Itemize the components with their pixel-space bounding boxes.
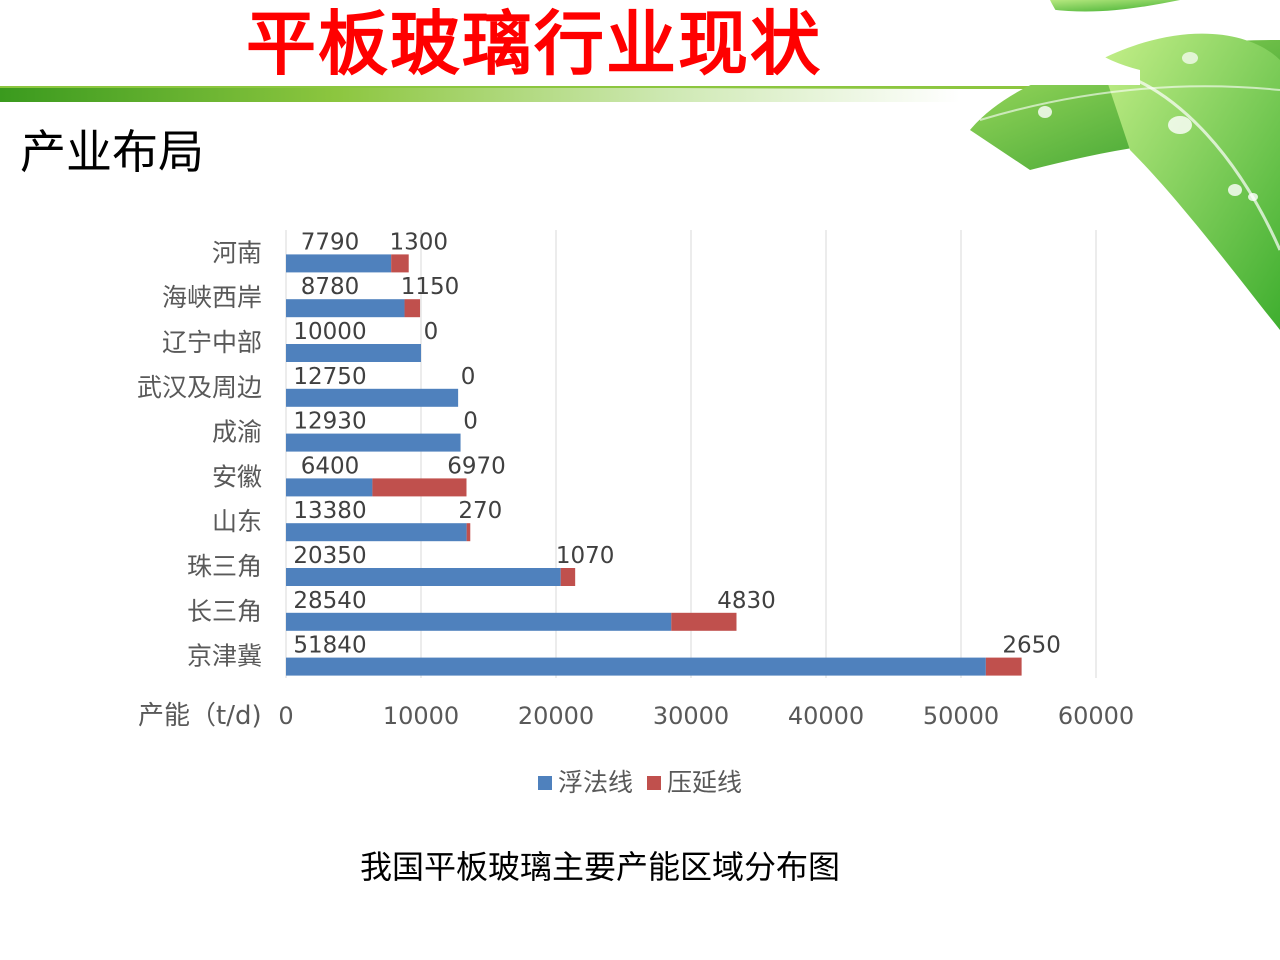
data-label: 28540 bbox=[293, 588, 366, 614]
category-label: 安徽 bbox=[212, 462, 262, 491]
data-label: 1150 bbox=[401, 274, 460, 300]
bar-segment bbox=[286, 523, 467, 542]
data-label: 13380 bbox=[293, 498, 366, 524]
x-tick-label: 10000 bbox=[383, 702, 459, 730]
data-label: 6400 bbox=[301, 453, 360, 479]
x-tick-label: 50000 bbox=[923, 702, 999, 730]
bar-segment bbox=[286, 568, 561, 586]
x-tick-label: 60000 bbox=[1058, 702, 1134, 730]
data-label: 1070 bbox=[556, 543, 615, 569]
bar-segment bbox=[286, 388, 459, 407]
data-label: 2650 bbox=[1002, 633, 1061, 659]
data-label: 6970 bbox=[447, 453, 506, 479]
data-label: 10000 bbox=[293, 319, 366, 345]
slide-title: 平板玻璃行业现状 bbox=[246, 2, 822, 85]
legend-label-rolled: 压延线 bbox=[667, 768, 743, 797]
bar-segment bbox=[286, 612, 672, 631]
category-label: 海峡西岸 bbox=[162, 283, 262, 312]
data-label: 20350 bbox=[293, 543, 366, 569]
header-rule bbox=[0, 88, 960, 102]
data-label: 8780 bbox=[301, 274, 360, 300]
category-label: 长三角 bbox=[187, 597, 262, 626]
bar-segment bbox=[372, 478, 467, 497]
x-tick-label: 0 bbox=[278, 702, 293, 730]
data-label: 7790 bbox=[301, 229, 360, 255]
section-title: 产业布局 bbox=[20, 125, 204, 179]
legend-label-float: 浮法线 bbox=[558, 768, 634, 797]
leaf-decoration bbox=[880, 0, 1280, 331]
category-label: 辽宁中部 bbox=[162, 328, 262, 357]
legend-swatch-float bbox=[538, 776, 552, 790]
figure-caption: 我国平板玻璃主要产能区域分布图 bbox=[359, 848, 840, 886]
data-label: 51840 bbox=[293, 633, 366, 659]
category-label: 河南 bbox=[212, 238, 262, 267]
bar-segment bbox=[391, 254, 409, 273]
legend-item-float: 浮法线 bbox=[538, 768, 633, 798]
data-label: 1300 bbox=[389, 229, 448, 255]
x-axis-label: 产能（t/d) bbox=[138, 701, 262, 731]
bar-segment bbox=[286, 478, 373, 497]
category-label: 珠三角 bbox=[187, 552, 262, 581]
data-label: 12930 bbox=[293, 409, 366, 435]
bar-segment bbox=[286, 657, 986, 676]
bar-segment bbox=[404, 299, 421, 318]
bar-segment bbox=[286, 299, 405, 318]
data-label: 12750 bbox=[293, 364, 366, 390]
data-label: 0 bbox=[461, 364, 476, 390]
legend-item-rolled: 压延线 bbox=[647, 768, 742, 798]
category-label: 成渝 bbox=[212, 418, 262, 447]
bar-segment bbox=[286, 433, 461, 452]
header-rule-thin bbox=[0, 86, 1065, 89]
bar-segment bbox=[286, 344, 421, 362]
legend-swatch-rolled bbox=[647, 776, 662, 790]
x-tick-label: 20000 bbox=[518, 702, 594, 730]
bar-segment bbox=[560, 568, 576, 586]
x-tick-label: 40000 bbox=[788, 702, 864, 730]
bar-segment bbox=[286, 254, 392, 273]
data-label: 0 bbox=[463, 409, 478, 435]
data-label: 270 bbox=[458, 498, 502, 524]
data-label: 0 bbox=[424, 319, 439, 345]
category-label: 京津冀 bbox=[187, 642, 262, 671]
bar-segment bbox=[466, 523, 471, 542]
x-tick-label: 30000 bbox=[653, 702, 729, 730]
chart-legend: 浮法线 压延线 bbox=[538, 766, 742, 800]
bar-segment bbox=[671, 612, 737, 631]
category-label: 武汉及周边 bbox=[137, 373, 262, 402]
category-label: 山东 bbox=[212, 507, 262, 536]
bar-segment bbox=[985, 657, 1022, 676]
data-label: 4830 bbox=[717, 588, 776, 614]
